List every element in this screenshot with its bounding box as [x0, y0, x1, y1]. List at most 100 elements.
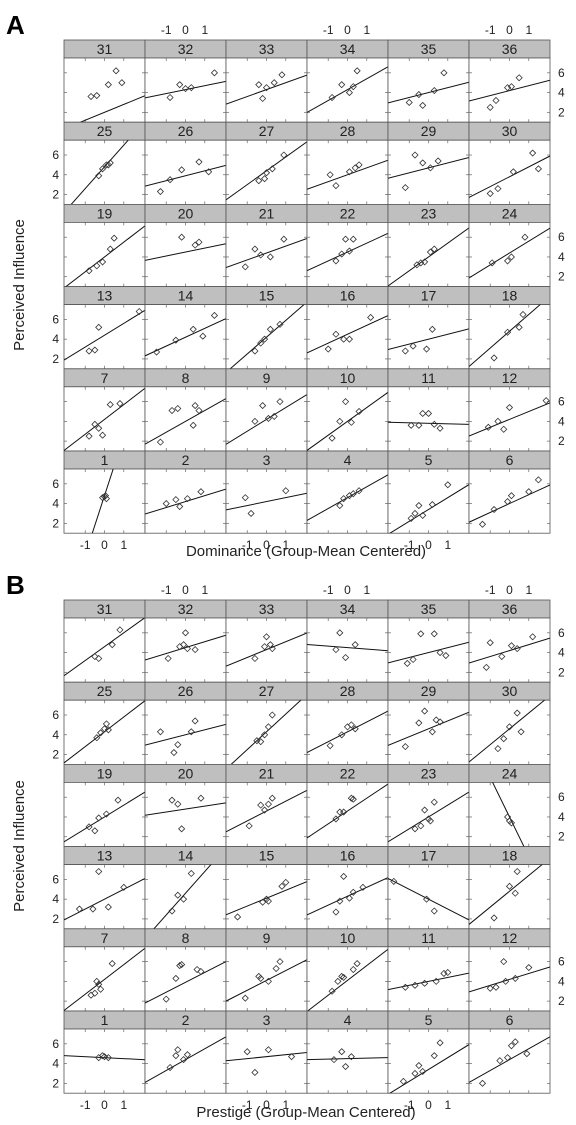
figure-a-group-8-plot-area: [144, 386, 227, 452]
figure-a-group-11-point: [419, 409, 427, 418]
figure-a-group-19-point: [110, 234, 118, 242]
figure-a-group-26-strip-label: 26: [178, 123, 194, 139]
figure-a-group-27-fit-line: [226, 141, 307, 201]
figure-a-group-18-point: [515, 323, 523, 331]
figure-b-group-2-point: [180, 1056, 188, 1064]
figure-b-group-16-point: [349, 888, 357, 896]
figure-b-group-24-fit-line: [492, 782, 525, 847]
figure-b-group-13-point: [75, 905, 83, 913]
figure-a-group-35-point: [419, 101, 427, 109]
figure-a-group-20-point: [178, 233, 186, 241]
figure-a-group-6-plot-area: [468, 468, 551, 534]
figure-a-y-tick-label: 6: [52, 312, 59, 326]
figure-b-letter: B: [6, 570, 25, 600]
figure-a-group-7-point: [99, 431, 107, 439]
figure-b-y-tick-label: 6: [558, 626, 565, 640]
figure-a-group-17-point: [401, 347, 409, 355]
figure-a-group-33-point: [255, 81, 263, 89]
figure-b-group-25-point: [100, 725, 109, 733]
figure-a-group-35: 35: [387, 39, 470, 123]
figure-b-group-4: 4: [306, 1010, 389, 1094]
figure-a-axes: -1 0 1-1 0 1-1 0 1-1 0 1-1 0 1-1 0 12462462462462462…: [52, 23, 565, 552]
figure-a-y-tick-label: 4: [52, 168, 59, 182]
figure-a-group-10-strip-label: 10: [340, 370, 356, 386]
figure-a-group-2-fit-line: [145, 488, 226, 515]
figure-b-group-30-plot-area: [468, 699, 551, 765]
figure-a-group-33-fit-line: [226, 74, 307, 105]
figure-b-group-7-point: [91, 989, 99, 997]
figure-a-y-tick-label: 6: [52, 477, 59, 491]
figure-b-group-12-point: [500, 958, 508, 966]
figure-b-group-8: 8: [144, 928, 227, 1012]
figure-a-group-11-point: [430, 420, 438, 428]
figure-b-group-35-point: [430, 630, 438, 638]
figure-b-group-21: 21: [225, 764, 308, 848]
figure-a-group-18-point: [519, 310, 527, 319]
figure-b-group-32-point: [180, 641, 188, 649]
figure-a-group-30-point: [486, 189, 494, 198]
figure-b-group-5: 5: [387, 1010, 470, 1094]
figure-a-group-36-point: [507, 83, 515, 91]
figure-a-group-2-point: [172, 496, 180, 504]
figure-a-group-4-plot-area: [306, 468, 389, 534]
figure-a-x-tick-label: 1: [120, 538, 127, 552]
figure-a-group-3-strip-label: 3: [263, 452, 271, 468]
figure-b-group-26-fit-line: [145, 723, 226, 746]
figure-b-group-5-plot-area: [387, 1028, 470, 1094]
figure-b-group-17-fit-line: [388, 877, 469, 921]
figure-a-group-30-plot-area: [468, 139, 551, 205]
figure-a-group-21-plot-area: [225, 221, 308, 287]
figure-a-group-25: 25: [63, 121, 146, 205]
figure-a-group-22-point: [342, 235, 350, 243]
figure-b-group-31-point: [108, 641, 116, 649]
figure-a-group-16-point: [345, 335, 353, 343]
figure-b-group-5-fit-line: [388, 1044, 469, 1094]
figure-b-x-tick-label: -1: [242, 1098, 253, 1112]
figure-a-group-4: 4: [306, 450, 389, 534]
figure-a-group-22-strip-label: 22: [340, 205, 356, 221]
figure-a-group-18-strip-label: 18: [502, 288, 518, 304]
figure-b-group-35-point: [442, 651, 450, 660]
figure-a-group-28-point: [326, 171, 334, 179]
figure-b-group-30-point: [505, 723, 514, 731]
figure-a-x-tick-label: 0: [425, 538, 432, 552]
figure-b-group-31-plot-area: [63, 617, 146, 683]
figure-a-group-25-strip-label: 25: [97, 123, 113, 139]
figure-a-group-28-plot-area: [306, 139, 389, 205]
figure-a-group-15-point: [266, 325, 274, 333]
figure-a-group-29-point: [419, 159, 427, 167]
figure-b-group-9-point: [272, 964, 280, 973]
figure-a-group-23-fit-line: [388, 227, 469, 287]
figure-a-x-tick-label: 1: [282, 538, 289, 552]
figure-b-group-20-point: [197, 794, 205, 802]
figure-a-group-24-point: [488, 259, 496, 267]
figure-a-group-32-point: [187, 84, 195, 92]
figure-b-group-32-strip-label: 32: [178, 601, 194, 617]
figure-b-group-35-point: [403, 659, 411, 667]
figure-a-group-29-point: [434, 157, 442, 165]
figure-a-group-26-point: [156, 187, 164, 196]
figure-a-group-2-point: [183, 495, 191, 503]
figure-a-group-10-point: [347, 418, 355, 426]
figure-a-group-32-strip-label: 32: [178, 41, 194, 57]
figure-a-group-7-fit-line: [64, 387, 145, 451]
figure-a-group-14-point: [210, 311, 218, 320]
figure-a-group-5-point: [411, 509, 419, 518]
figure-a-group-11-strip-label: 11: [421, 370, 436, 386]
figure-b-group-3: 3: [225, 1010, 308, 1094]
figure-a-group-29-fit-line: [388, 157, 469, 179]
figure-b-group-15-strip-label: 15: [259, 848, 275, 864]
figure-b-group-32-point: [183, 645, 191, 653]
figure-a-group-32: 32: [144, 39, 227, 123]
figure-b-y-tick-label: 2: [52, 1076, 59, 1090]
figure-a-group-14-strip-label: 14: [178, 288, 194, 304]
figure-b-group-31-point: [95, 654, 103, 663]
figure-b-group-18-fit-line: [469, 864, 543, 925]
figure-b-group-24: 24: [468, 764, 551, 848]
figure-a-group-6-point: [507, 492, 515, 500]
figure-a-group-34-point: [328, 93, 336, 102]
figure-a-group-36-point: [504, 84, 512, 92]
figure-b-group-5-point: [411, 1069, 419, 1078]
